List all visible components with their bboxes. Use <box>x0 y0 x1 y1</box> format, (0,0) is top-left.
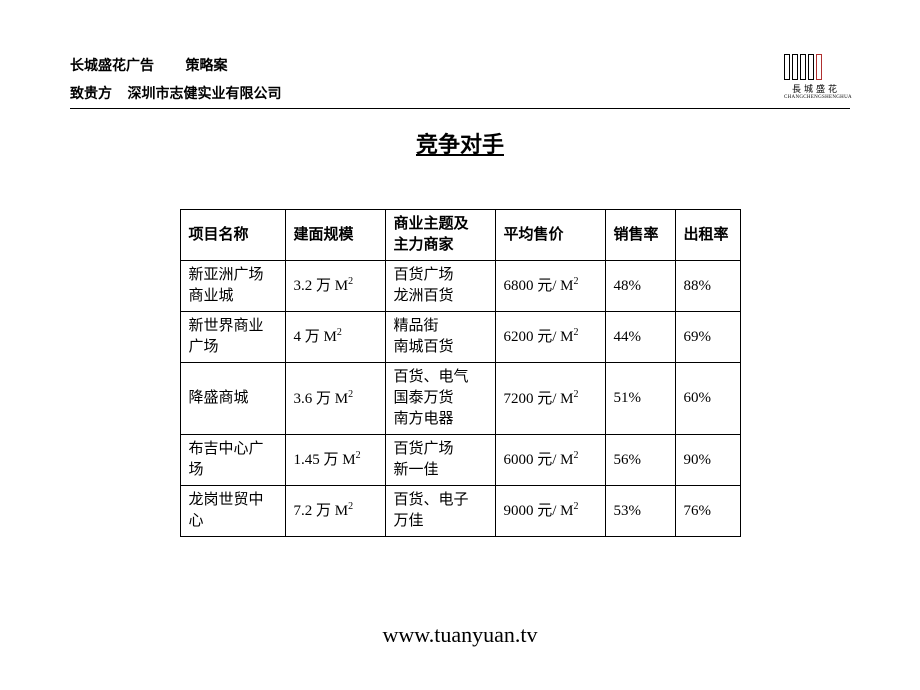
cell-scale: 3.6 万 M2 <box>285 363 385 435</box>
cell-sales-rate: 48% <box>605 261 675 312</box>
logo-text-cn: 長城盛花 <box>784 82 848 95</box>
cell-rent-rate: 88% <box>675 261 740 312</box>
header-line-2: 致贵方 深圳市志健实业有限公司 <box>70 83 850 103</box>
cell-price: 9000 元/ M2 <box>495 486 605 537</box>
cell-scale: 4 万 M2 <box>285 312 385 363</box>
table-row: 新世界商业广场4 万 M2精品街南城百货6200 元/ M244%69% <box>180 312 740 363</box>
cell-project-name: 新世界商业广场 <box>180 312 285 363</box>
cell-rent-rate: 90% <box>675 435 740 486</box>
table-row: 布吉中心广场1.45 万 M2百货广场新一佳6000 元/ M256%90% <box>180 435 740 486</box>
ad-company-name: 长城盛花广告 <box>70 55 154 75</box>
th-scale: 建面规模 <box>285 210 385 261</box>
logo-bars-icon <box>784 52 848 80</box>
cell-sales-rate: 56% <box>605 435 675 486</box>
cell-price: 6000 元/ M2 <box>495 435 605 486</box>
cell-project-name: 新亚洲广场商业城 <box>180 261 285 312</box>
document-header: 长城盛花广告 策略案 致贵方 深圳市志健实业有限公司 <box>0 0 920 103</box>
company-logo: 長城盛花 CHANGCHENGSHENGHUA <box>784 52 848 100</box>
page-title: 竞争对手 <box>0 127 920 159</box>
doc-type: 策略案 <box>186 55 228 75</box>
cell-project-name: 布吉中心广场 <box>180 435 285 486</box>
th-theme-line2: 主力商家 <box>394 235 487 256</box>
cell-theme: 百货广场新一佳 <box>385 435 495 486</box>
table-row: 新亚洲广场商业城3.2 万 M2百货广场龙洲百货6800 元/ M248%88% <box>180 261 740 312</box>
cell-theme: 百货、电子万佳 <box>385 486 495 537</box>
table-body: 新亚洲广场商业城3.2 万 M2百货广场龙洲百货6800 元/ M248%88%… <box>180 261 740 537</box>
table-container: 项目名称 建面规模 商业主题及 主力商家 平均售价 销售率 出租率 新亚洲广场商… <box>0 159 920 537</box>
cell-price: 7200 元/ M2 <box>495 363 605 435</box>
th-theme-line1: 商业主题及 <box>394 214 487 235</box>
th-rent-rate: 出租率 <box>675 210 740 261</box>
table-header-row: 项目名称 建面规模 商业主题及 主力商家 平均售价 销售率 出租率 <box>180 210 740 261</box>
cell-sales-rate: 53% <box>605 486 675 537</box>
cell-sales-rate: 51% <box>605 363 675 435</box>
cell-sales-rate: 44% <box>605 312 675 363</box>
cell-rent-rate: 60% <box>675 363 740 435</box>
th-sales-rate: 销售率 <box>605 210 675 261</box>
table-row: 龙岗世贸中心7.2 万 M2百货、电子万佳9000 元/ M253%76% <box>180 486 740 537</box>
header-line-1: 长城盛花广告 策略案 <box>70 55 850 75</box>
table-row: 降盛商城3.6 万 M2百货、电气国泰万货南方电器7200 元/ M251%60… <box>180 363 740 435</box>
footer-url: www.tuanyuan.tv <box>0 622 920 648</box>
cell-project-name: 降盛商城 <box>180 363 285 435</box>
recipient-label: 致贵方 <box>70 83 112 103</box>
cell-rent-rate: 69% <box>675 312 740 363</box>
cell-theme: 百货广场龙洲百货 <box>385 261 495 312</box>
recipient-company: 深圳市志健实业有限公司 <box>128 83 282 103</box>
logo-text-en: CHANGCHENGSHENGHUA <box>784 95 848 100</box>
cell-scale: 7.2 万 M2 <box>285 486 385 537</box>
cell-scale: 3.2 万 M2 <box>285 261 385 312</box>
cell-theme: 百货、电气国泰万货南方电器 <box>385 363 495 435</box>
cell-scale: 1.45 万 M2 <box>285 435 385 486</box>
th-theme: 商业主题及 主力商家 <box>385 210 495 261</box>
header-divider <box>70 108 850 109</box>
th-price: 平均售价 <box>495 210 605 261</box>
competitors-table: 项目名称 建面规模 商业主题及 主力商家 平均售价 销售率 出租率 新亚洲广场商… <box>180 209 741 537</box>
cell-price: 6200 元/ M2 <box>495 312 605 363</box>
cell-rent-rate: 76% <box>675 486 740 537</box>
cell-theme: 精品街南城百货 <box>385 312 495 363</box>
cell-project-name: 龙岗世贸中心 <box>180 486 285 537</box>
th-project-name: 项目名称 <box>180 210 285 261</box>
cell-price: 6800 元/ M2 <box>495 261 605 312</box>
